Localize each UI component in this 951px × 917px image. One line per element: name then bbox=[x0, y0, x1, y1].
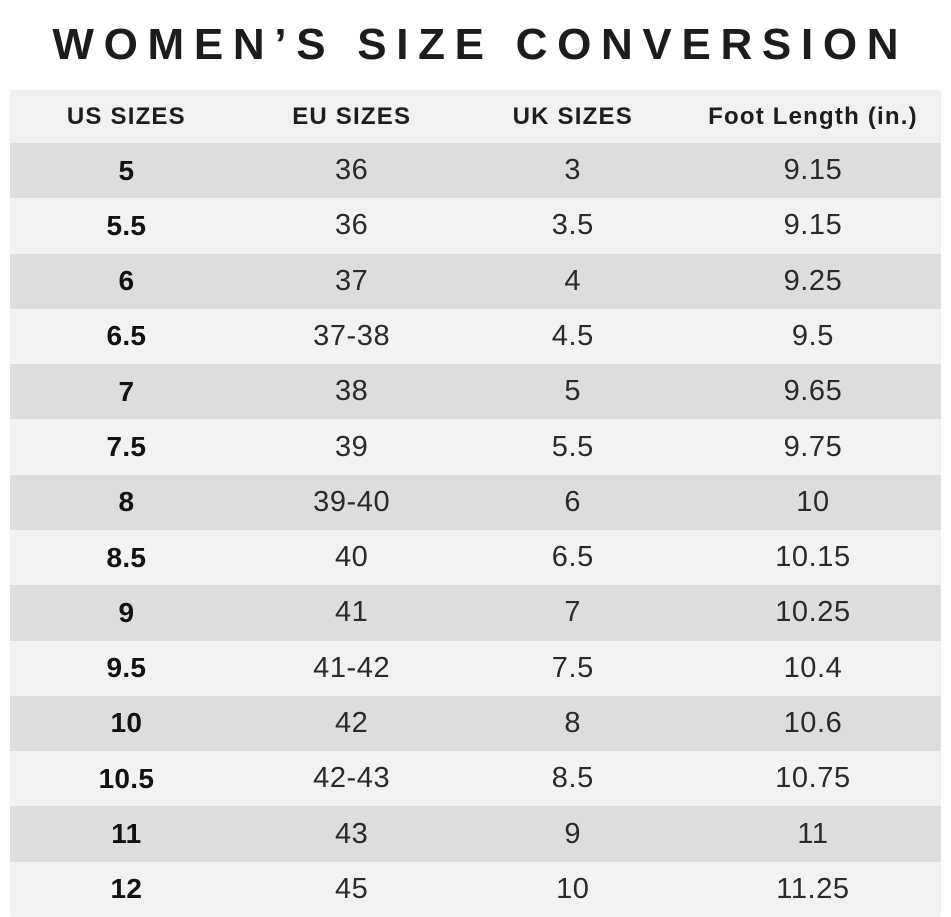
eu-size-cell: 36 bbox=[334, 209, 369, 242]
eu-size-cell: 40 bbox=[334, 541, 369, 574]
header-row: US SIZES EU SIZES UK SIZES Foot Length (in.… bbox=[10, 90, 941, 143]
us-size-cell: 10.5 bbox=[98, 762, 155, 794]
table-row: 7 38 5 9.65 bbox=[10, 364, 941, 420]
foot-length-cell: 9.15 bbox=[783, 154, 843, 187]
uk-size-cell: 9 bbox=[564, 817, 582, 850]
table-row: 7.5 39 5.5 9.75 bbox=[10, 419, 941, 475]
size-conversion-table: US SIZES EU SIZES UK SIZES Foot Length (in.… bbox=[10, 90, 941, 917]
table-row: 9 41 7 10.25 bbox=[10, 585, 941, 641]
eu-size-cell: 39-40 bbox=[313, 485, 391, 518]
foot-length-cell: 9.5 bbox=[791, 319, 834, 352]
foot-length-cell: 10.6 bbox=[783, 706, 843, 739]
foot-length-cell: 10 bbox=[796, 485, 830, 518]
foot-length-cell: 9.25 bbox=[783, 264, 843, 297]
uk-size-cell: 6 bbox=[564, 485, 582, 518]
eu-size-cell: 37 bbox=[334, 264, 369, 297]
us-size-cell: 8 bbox=[118, 486, 135, 518]
table-row: 8 39-40 6 10 bbox=[10, 474, 941, 530]
table-row: 11 43 9 11 bbox=[10, 806, 941, 862]
uk-size-cell: 3.5 bbox=[551, 209, 594, 242]
table-row: 5.5 36 3.5 9.15 bbox=[10, 198, 941, 254]
column-header-uk: UK SIZES bbox=[512, 102, 633, 130]
us-size-cell: 7 bbox=[118, 375, 135, 407]
foot-length-cell: 9.75 bbox=[783, 430, 843, 463]
foot-length-cell: 9.65 bbox=[783, 375, 843, 408]
uk-size-cell: 8.5 bbox=[551, 762, 594, 795]
uk-size-cell: 7 bbox=[564, 596, 582, 629]
eu-size-cell: 38 bbox=[334, 375, 369, 408]
us-size-cell: 9.5 bbox=[106, 652, 147, 684]
uk-size-cell: 8 bbox=[564, 706, 582, 739]
foot-length-cell: 11.25 bbox=[776, 872, 850, 905]
eu-size-cell: 45 bbox=[334, 872, 369, 905]
table-row: 5 36 3 9.15 bbox=[10, 143, 941, 199]
column-header-us: US SIZES bbox=[66, 102, 186, 130]
uk-size-cell: 5 bbox=[564, 375, 582, 408]
table-row: 12 45 10 11.25 bbox=[10, 861, 941, 917]
table-row: 6.5 37-38 4.5 9.5 bbox=[10, 308, 941, 365]
us-size-cell: 5.5 bbox=[106, 209, 147, 241]
uk-size-cell: 6.5 bbox=[551, 541, 594, 574]
foot-length-cell: 9.15 bbox=[783, 209, 843, 242]
table-row: 10.5 42-43 8.5 10.75 bbox=[10, 751, 941, 807]
uk-size-cell: 5.5 bbox=[551, 430, 594, 463]
us-size-cell: 9 bbox=[118, 596, 135, 628]
table-row: 6 37 4 9.25 bbox=[10, 253, 941, 309]
us-size-cell: 8.5 bbox=[106, 541, 147, 573]
table-row: 9.5 41-42 7.5 10.4 bbox=[10, 640, 941, 696]
foot-length-cell: 10.25 bbox=[775, 596, 851, 629]
eu-size-cell: 43 bbox=[334, 817, 369, 850]
uk-size-cell: 4.5 bbox=[551, 319, 594, 352]
eu-size-cell: 42-43 bbox=[313, 762, 391, 795]
column-header-foot-length: Foot Length (in.) bbox=[708, 102, 918, 130]
column-header-eu: EU SIZES bbox=[292, 102, 412, 130]
eu-size-cell: 37-38 bbox=[313, 319, 391, 352]
uk-size-cell: 4 bbox=[564, 264, 582, 297]
us-size-cell: 12 bbox=[110, 873, 143, 905]
foot-length-cell: 10.4 bbox=[783, 651, 843, 684]
eu-size-cell: 39 bbox=[334, 430, 369, 463]
table-body: 5 36 3 9.15 5.5 36 3.5 9.15 6 37 4 9.25 6.5 37-38 4.5 9… bbox=[10, 143, 941, 917]
table-row: 8.5 40 6.5 10.15 bbox=[10, 529, 941, 586]
us-size-cell: 11 bbox=[111, 818, 142, 850]
foot-length-cell: 10.15 bbox=[775, 541, 851, 574]
us-size-cell: 5 bbox=[118, 154, 135, 186]
us-size-cell: 6 bbox=[118, 265, 135, 297]
page-title: WOMEN’S SIZE CONVERSION bbox=[52, 20, 909, 69]
eu-size-cell: 41 bbox=[334, 596, 369, 629]
us-size-cell: 6.5 bbox=[106, 320, 147, 352]
uk-size-cell: 3 bbox=[564, 154, 582, 187]
eu-size-cell: 41-42 bbox=[313, 651, 391, 684]
eu-size-cell: 36 bbox=[334, 154, 369, 187]
table-row: 10 42 8 10.6 bbox=[10, 695, 941, 752]
us-size-cell: 10 bbox=[110, 707, 143, 739]
uk-size-cell: 7.5 bbox=[551, 651, 594, 684]
foot-length-cell: 10.75 bbox=[775, 762, 851, 795]
eu-size-cell: 42 bbox=[334, 706, 369, 739]
us-size-cell: 7.5 bbox=[106, 431, 147, 463]
uk-size-cell: 10 bbox=[556, 872, 590, 905]
foot-length-cell: 11 bbox=[797, 817, 829, 850]
